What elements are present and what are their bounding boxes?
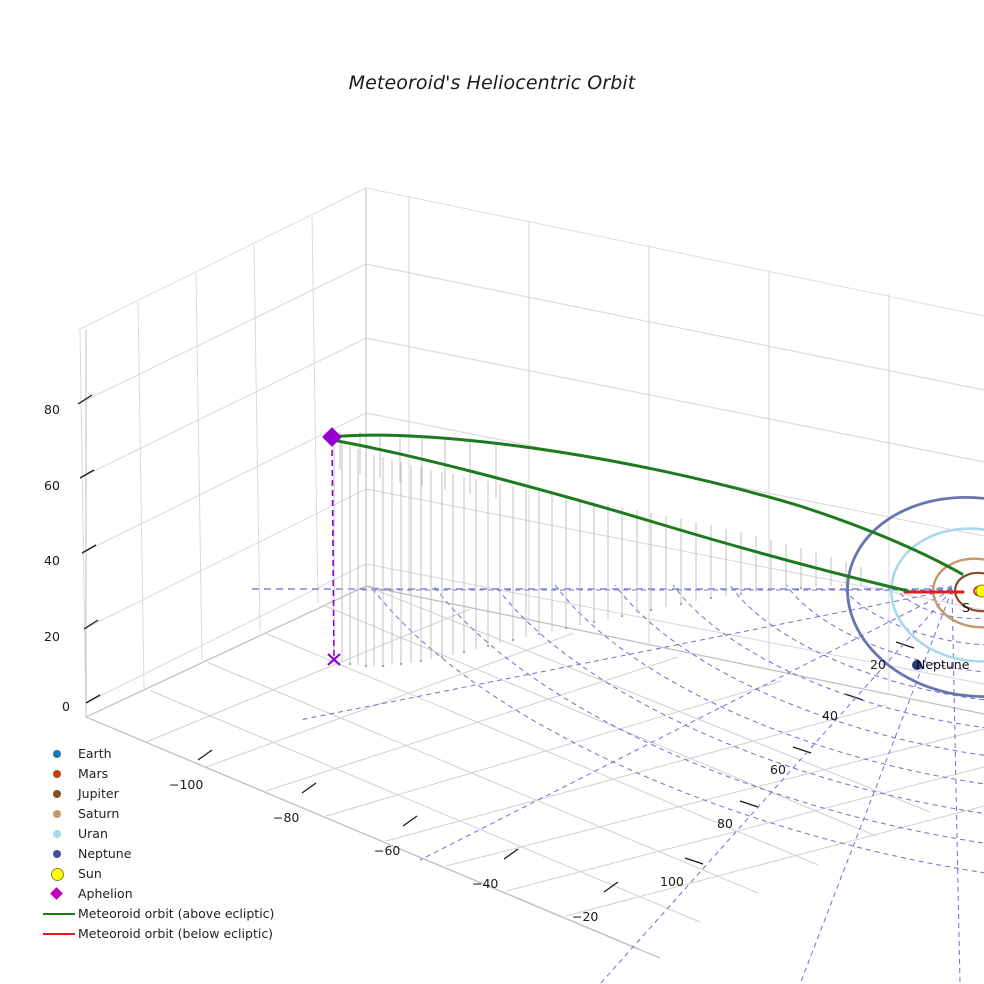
legend-item-sun[interactable]: Sun (40, 864, 300, 884)
legend-item-neptune[interactable]: Neptune (40, 844, 300, 864)
legend-item-earth[interactable]: Earth (40, 744, 300, 764)
x-tick-label: −60 (374, 843, 401, 858)
axes-corner-edge (85, 188, 367, 717)
orbit-neptune (846, 495, 984, 699)
legend-label: Meteoroid orbit (below ecliptic) (78, 926, 274, 941)
z-tick-label: 20 (44, 629, 60, 644)
y-tick-label: 20 (870, 657, 886, 672)
x-tick-label: −80 (273, 810, 300, 825)
legend-label: Meteoroid orbit (above ecliptic) (78, 906, 275, 921)
x-tick-label: −100 (169, 777, 204, 792)
z-tick-label: 40 (44, 553, 60, 568)
y-tick-label: 80 (717, 816, 733, 831)
legend-item-orbit-below-ecliptic[interactable]: Meteoroid orbit (below ecliptic) (40, 924, 300, 944)
back-left-wall-grid (77, 216, 367, 718)
legend-item-jupiter[interactable]: Jupiter (40, 784, 300, 804)
aphelion-dropline (331, 439, 335, 660)
z-axis-ticks (77, 394, 101, 704)
orbit-stem-lines (333, 432, 862, 666)
uran-marker-icon (40, 824, 78, 844)
mars-marker-icon (40, 764, 78, 784)
legend-item-aphelion[interactable]: Aphelion (40, 884, 300, 904)
legend-label: Aphelion (78, 886, 133, 901)
aphelion-diamond-icon (40, 884, 78, 904)
green-line-icon (40, 904, 78, 924)
orbit-jupiter (954, 571, 984, 613)
z-tick-label: 80 (44, 402, 60, 417)
legend-item-orbit-above-ecliptic[interactable]: Meteoroid orbit (above ecliptic) (40, 904, 300, 924)
orbit-uran (890, 527, 984, 663)
z-tick-label: 60 (44, 478, 60, 493)
neptune-marker (912, 660, 922, 670)
y-tick-label: 60 (770, 762, 786, 777)
back-right-wall-grid (365, 196, 984, 691)
earth-marker-icon (40, 744, 78, 764)
saturn-marker-icon (40, 804, 78, 824)
legend-label: Earth (78, 746, 112, 761)
legend-label: Jupiter (78, 786, 119, 801)
x-tick-label: −40 (472, 876, 499, 891)
axes-floor-edges (85, 585, 984, 959)
sun-marker (975, 584, 984, 598)
legend-item-mars[interactable]: Mars (40, 764, 300, 784)
neptune-marker-icon (40, 844, 78, 864)
legend-label: Uran (78, 826, 108, 841)
legend-label: Sun (78, 866, 102, 881)
legend-label: Neptune (78, 846, 132, 861)
ecliptic-polar-grid (252, 585, 984, 984)
y-axis-ticks (684, 641, 915, 865)
x-axis-ticks (197, 749, 619, 893)
legend-label: Mars (78, 766, 109, 781)
x-tick-label: −20 (572, 909, 599, 924)
neptune-annotation: Neptune (916, 657, 970, 672)
legend-item-uran[interactable]: Uran (40, 824, 300, 844)
axes-top-edges (77, 187, 984, 331)
page-title: Meteoroid's Heliocentric Orbit (348, 72, 636, 94)
orbit-saturn (931, 557, 984, 629)
aphelion-base-marker (327, 653, 341, 666)
aphelion-marker (322, 427, 342, 447)
legend-item-saturn[interactable]: Saturn (40, 804, 300, 824)
y-tick-label: 40 (822, 708, 838, 723)
sun-annotation: S (962, 600, 970, 615)
legend-label: Saturn (78, 806, 120, 821)
meteoroid-orbit-above-ecliptic (330, 433, 964, 593)
orbit-stem-endpoints (332, 586, 803, 668)
z-tick-label: 0 (62, 699, 70, 714)
legend: Earth Mars Jupiter Saturn Uran (40, 744, 300, 944)
red-line-icon (40, 924, 78, 944)
jupiter-marker-icon (40, 784, 78, 804)
sun-marker-icon (40, 864, 78, 884)
y-tick-label: 100 (660, 874, 684, 889)
